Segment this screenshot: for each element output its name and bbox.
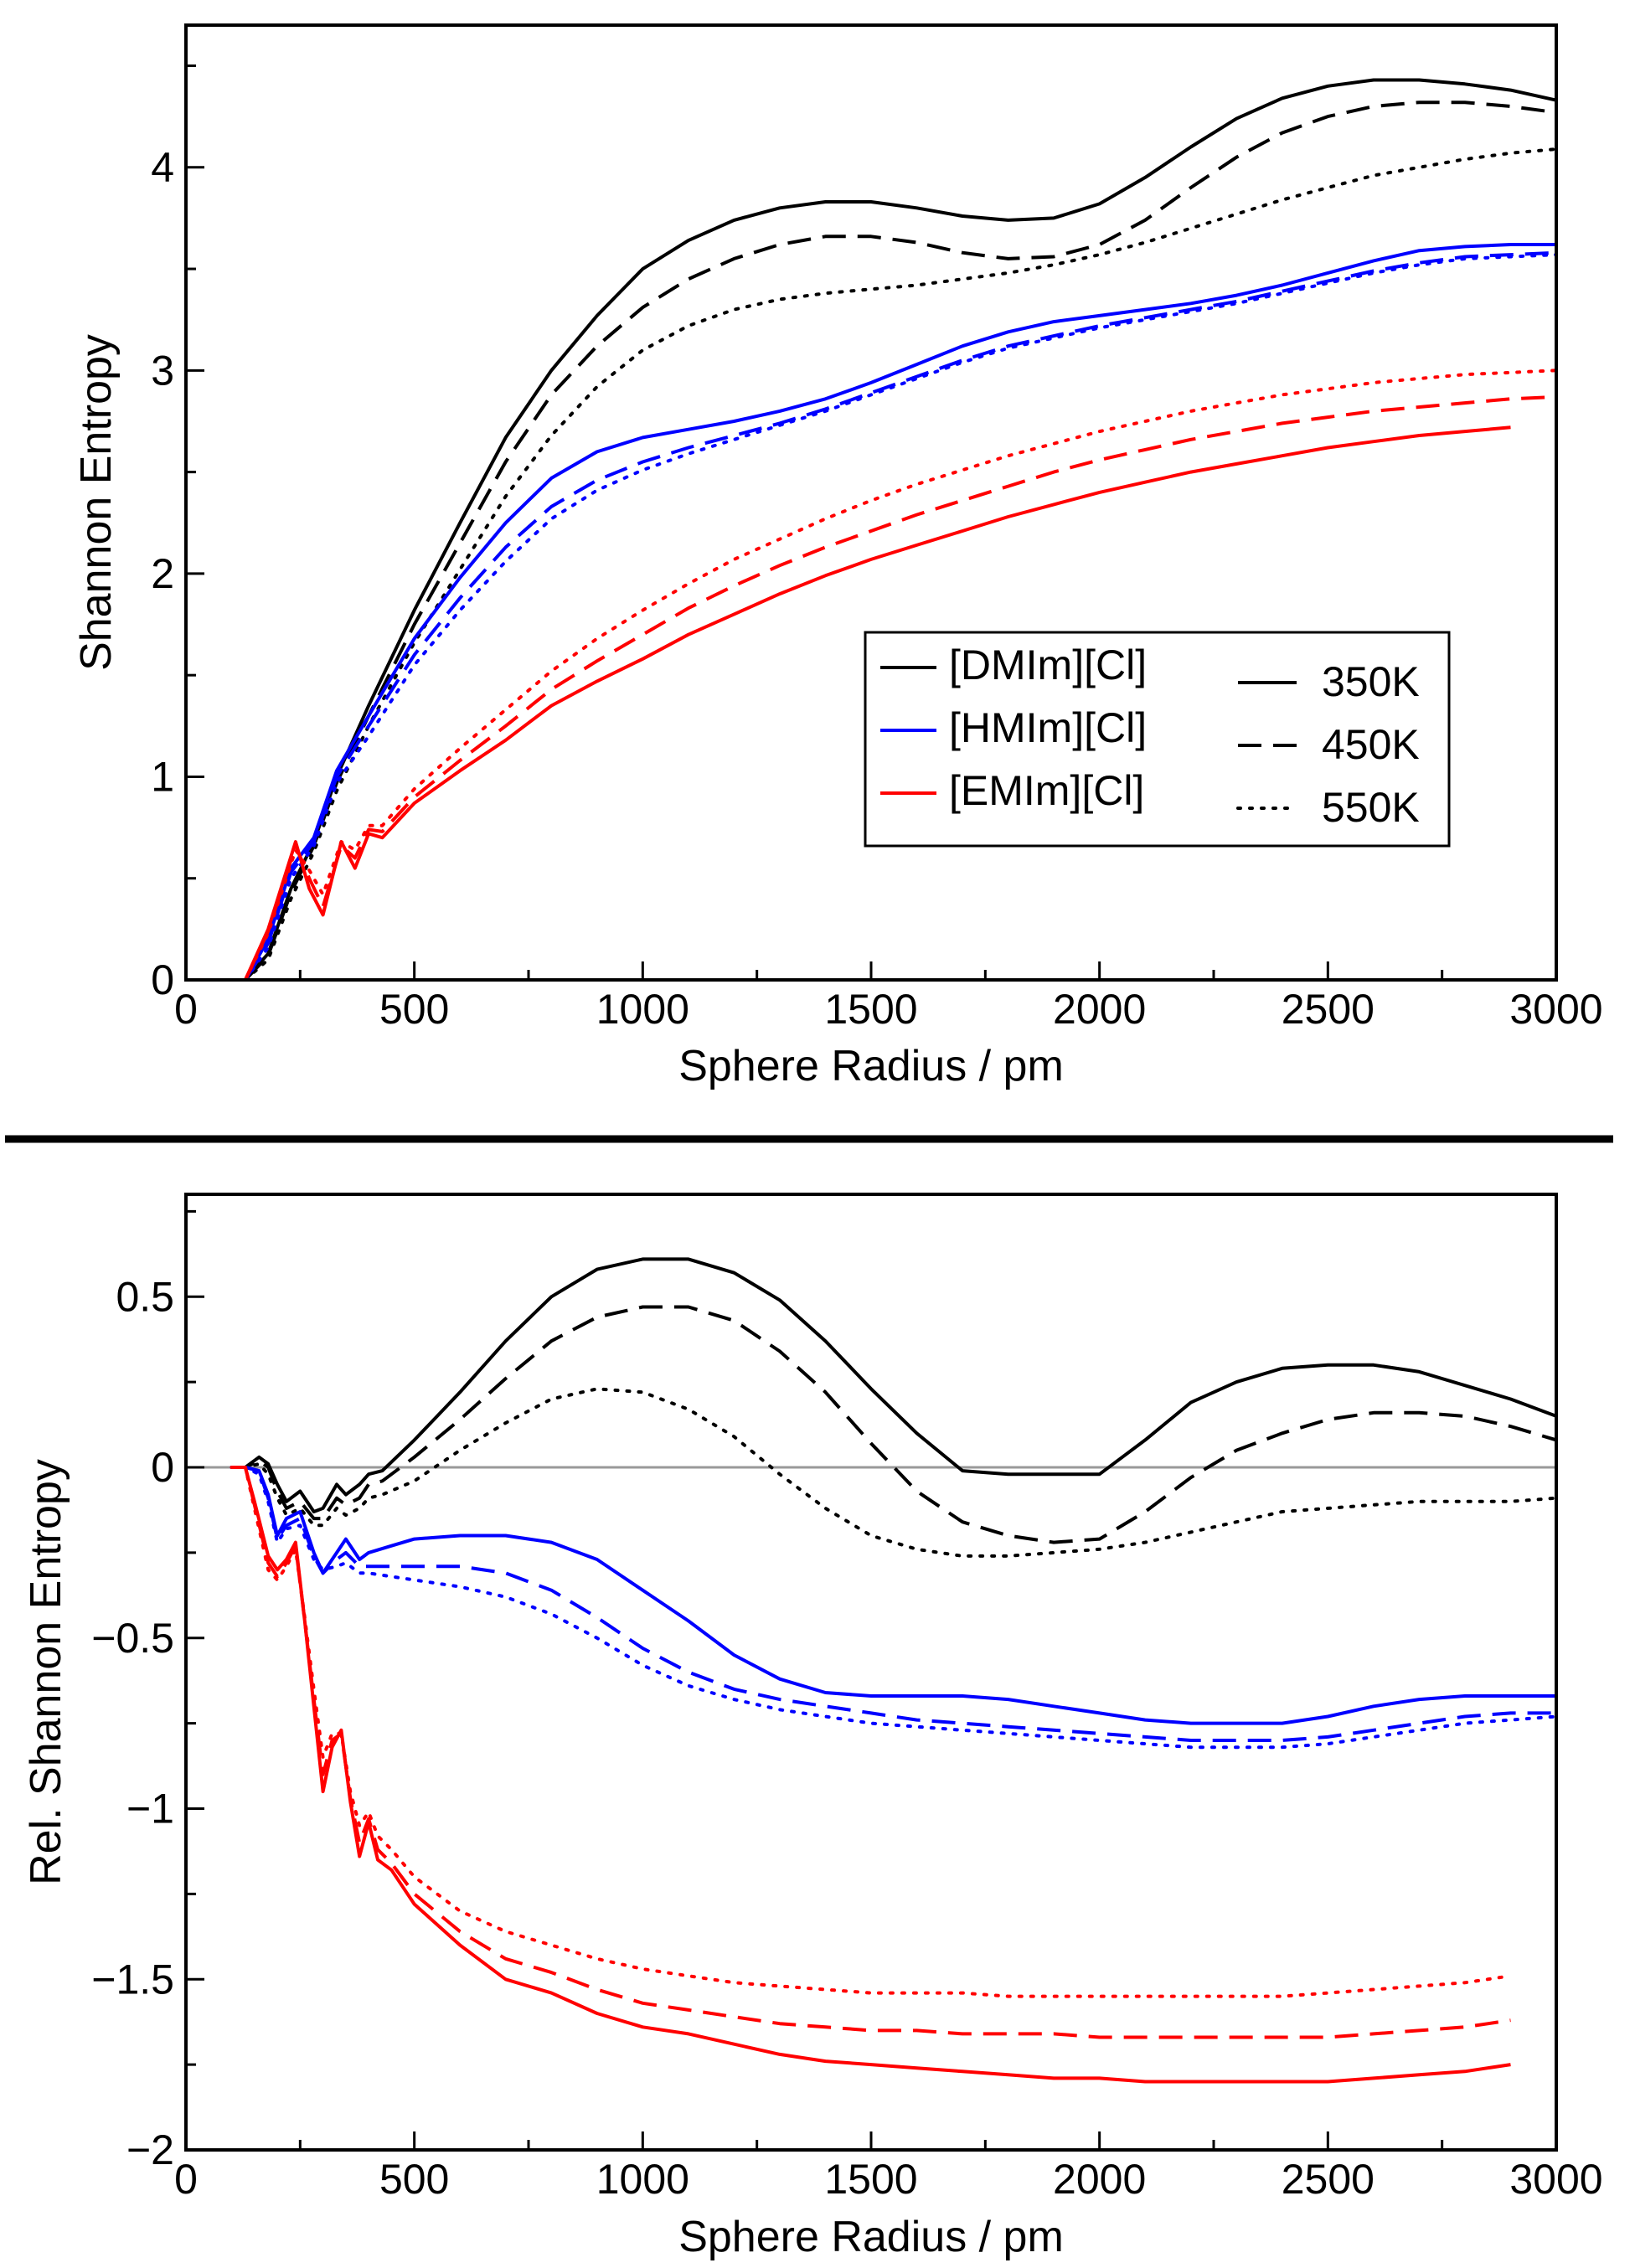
top-y-tick-label: 1 <box>151 753 174 800</box>
bottom-y-tick-label: −0.5 <box>91 1615 174 1662</box>
legend: [DMIm][Cl] [HMIm][Cl] [EMIm][Cl] 350K 450K 55… <box>864 631 1451 848</box>
bottom-series-emimcl-450k <box>231 1466 1511 2039</box>
bottom-x-tick-label: 2500 <box>1282 2156 1375 2203</box>
bottom-y-tick-label: −1 <box>126 1786 174 1832</box>
top-series-hmimcl-450k <box>244 250 1556 980</box>
top-y-tick-label: 3 <box>151 347 174 394</box>
top-y-axis-title: Shannon Entropy <box>72 334 121 671</box>
bottom-series-emimcl-550k <box>230 1466 1513 1998</box>
bottom-y-tick-label: −2 <box>126 2126 174 2173</box>
top-series-dmimcl-550k <box>243 147 1556 980</box>
legend-label-dmimcl: [DMIm][Cl] <box>949 642 1147 688</box>
bottom-x-axis-title: Sphere Radius / pm <box>678 2213 1064 2261</box>
bottom-series-dmimcl-550k <box>230 1387 1556 1558</box>
bottom-series-dmimcl-450k <box>231 1305 1556 1544</box>
legend-label-450k: 450K <box>1322 721 1420 768</box>
top-series-hmimcl-350k <box>244 243 1556 980</box>
bottom-series-hmimcl-450k <box>231 1466 1556 1742</box>
top-x-tick-label: 500 <box>379 986 449 1033</box>
top-x-tick-label: 0 <box>174 986 198 1033</box>
legend-label-550k: 550K <box>1322 784 1420 831</box>
top-series-emimcl-550k <box>243 369 1556 980</box>
top-series-emimcl-450k <box>244 394 1556 980</box>
top-x-tick-label: 3000 <box>1509 986 1602 1033</box>
bottom-x-tick-label: 1500 <box>824 2156 917 2203</box>
top-panel: 0 500 1000 1500 2000 2500 3000 0 1 2 3 4 Sphere Radi… <box>72 23 1603 1090</box>
bottom-x-tick-label: 3000 <box>1509 2156 1602 2203</box>
top-x-tick-label: 2500 <box>1282 986 1375 1033</box>
bottom-y-tick-label: 0.5 <box>116 1273 174 1320</box>
top-y-tick-label: 4 <box>151 144 174 191</box>
bottom-series-hmimcl-350k <box>231 1466 1556 1725</box>
bottom-panel: 0 500 1000 1500 2000 2500 3000 −2 −1.5 −1 −0.5 0 0.5… <box>22 1193 1603 2261</box>
bottom-y-tick-label: 0 <box>151 1444 174 1491</box>
top-series-dmimcl-450k <box>244 101 1556 980</box>
bottom-series-dmimcl-350k <box>231 1257 1556 1513</box>
bottom-series-group <box>230 1257 1556 2084</box>
top-x-tick-label: 1500 <box>824 986 917 1033</box>
bottom-series-hmimcl-550k <box>230 1466 1556 1750</box>
top-x-tick-label: 2000 <box>1053 986 1146 1033</box>
bottom-y-tick-label: −1.5 <box>91 1956 174 2003</box>
bottom-y-axis-title: Rel. Shannon Entropy <box>22 1459 70 1885</box>
legend-box <box>864 631 1451 848</box>
top-y-tick-label: 2 <box>151 550 174 597</box>
bottom-x-tick-label: 0 <box>174 2156 198 2203</box>
top-x-tick-label: 1000 <box>596 986 689 1033</box>
bottom-x-tick-label: 2000 <box>1053 2156 1146 2203</box>
top-series-emimcl-350k <box>244 425 1511 980</box>
legend-label-emimcl: [EMIm][Cl] <box>949 767 1144 814</box>
bottom-x-tick-label: 1000 <box>596 2156 689 2203</box>
top-y-tick-label: 0 <box>151 956 174 1003</box>
top-series-group <box>243 78 1556 980</box>
legend-label-hmimcl: [HMIm][Cl] <box>949 704 1147 751</box>
legend-label-350k: 350K <box>1322 658 1420 705</box>
top-series-dmimcl-350k <box>244 78 1556 980</box>
top-series-hmimcl-550k <box>243 253 1556 980</box>
top-x-axis-title: Sphere Radius / pm <box>678 1042 1064 1090</box>
bottom-x-tick-label: 500 <box>379 2156 449 2203</box>
